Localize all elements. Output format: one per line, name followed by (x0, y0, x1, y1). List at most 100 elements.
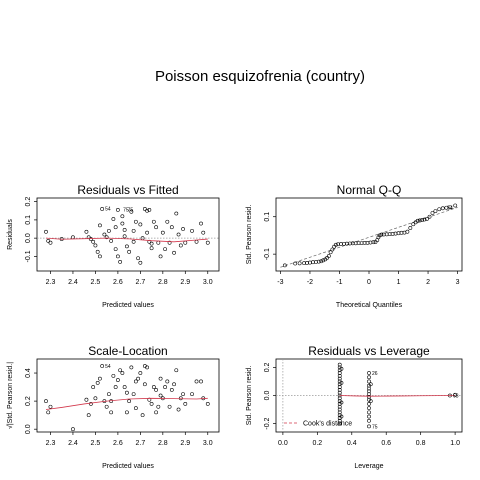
y-tick-label: 0.0 (25, 424, 32, 434)
data-point (95, 380, 100, 385)
data-point (151, 219, 156, 224)
y-axis-label: √|Std. Pearson resid.| (6, 362, 14, 429)
data-point (172, 382, 176, 387)
data-point (328, 250, 333, 255)
data-point (422, 217, 427, 222)
x-tick-label: 1.0 (450, 440, 460, 447)
data-point (127, 249, 132, 254)
x-tick-label: 2.6 (113, 279, 123, 286)
data-point (337, 390, 342, 395)
data-point (156, 240, 161, 245)
data-point (138, 371, 143, 375)
data-point (100, 207, 105, 211)
plot-frame (275, 197, 463, 272)
data-point (367, 406, 371, 411)
data-point (89, 237, 93, 241)
data-point (371, 240, 376, 245)
x-tick-label: 2.7 (135, 440, 145, 447)
data-point (46, 410, 51, 415)
data-point (420, 218, 425, 222)
data-point (337, 385, 342, 389)
x-tick-label: 2.8 (158, 440, 168, 447)
panel-4: Residuals vs Leverage 0.0 0.2 0.4 0.6 0.8 1.0 -… (246, 344, 463, 470)
plot-frame (36, 358, 220, 433)
data-point (367, 414, 371, 419)
data-point (158, 393, 163, 398)
data-point (133, 406, 138, 411)
data-point (367, 389, 371, 394)
data-point (332, 244, 337, 249)
data-point (102, 232, 107, 237)
data-point (44, 399, 48, 404)
data-point (98, 223, 102, 228)
x-tick-label: 0.0 (278, 440, 288, 447)
data-point (100, 364, 105, 368)
x-axis-label: Theoretical Quantiles (336, 302, 403, 309)
data-point (205, 402, 210, 406)
data-point (124, 390, 129, 395)
data-point (111, 373, 116, 378)
data-point (368, 399, 373, 404)
data-point (367, 392, 371, 396)
data-point (107, 228, 111, 233)
x-tick-label: 2 (426, 279, 430, 286)
data-point (433, 209, 438, 214)
data-point (142, 382, 147, 387)
data-point (430, 211, 435, 215)
plot-frame (36, 197, 220, 272)
data-point (124, 410, 129, 415)
y-tick-label: 0.2 (25, 197, 32, 207)
data-point (109, 238, 114, 243)
data-point (127, 399, 132, 404)
y-tick-label: 0.4 (25, 368, 32, 378)
data-point (71, 235, 75, 240)
data-point (145, 365, 149, 370)
x-tick-label: 2.9 (180, 279, 190, 286)
data-point (91, 385, 96, 389)
data-point (174, 211, 179, 216)
x-axis-label: Predicted values (102, 302, 154, 309)
data-point (104, 404, 109, 409)
data-point (337, 376, 342, 381)
data-point (104, 235, 109, 240)
y-tick-label: 0.1 (25, 215, 32, 225)
data-point (205, 240, 210, 245)
y-axis-label: Std. Pearson resid. (246, 366, 253, 426)
x-tick-label: 3.0 (203, 440, 213, 447)
data-point (183, 240, 188, 245)
data-point (71, 427, 75, 432)
point-annotation: 26 (372, 371, 378, 377)
data-point (48, 240, 53, 245)
data-point (136, 376, 141, 381)
data-point (194, 239, 199, 244)
data-point (98, 254, 102, 259)
data-point (120, 221, 125, 226)
x-tick-label: 3.0 (203, 279, 213, 286)
data-point (337, 373, 342, 378)
data-point (337, 418, 342, 423)
x-tick-label: 2.4 (68, 440, 78, 447)
data-point (136, 256, 141, 261)
data-point (154, 225, 158, 230)
data-point (149, 246, 154, 251)
data-point (339, 380, 344, 385)
data-point (373, 240, 378, 244)
data-point (113, 247, 118, 252)
x-axis-label: Predicted values (102, 463, 154, 470)
x-tick-label: -3 (277, 279, 283, 286)
data-point (417, 218, 422, 223)
data-point (453, 203, 458, 208)
data-point (44, 229, 48, 234)
data-point (156, 404, 161, 409)
data-point (89, 402, 93, 406)
data-point (151, 385, 156, 389)
data-point (427, 214, 432, 219)
data-point (118, 259, 123, 264)
data-point (377, 233, 382, 238)
x-tick-label: 2.3 (46, 440, 56, 447)
data-point (138, 260, 143, 265)
x-tick-label: 3 (456, 279, 460, 286)
data-point (154, 387, 158, 392)
data-point (367, 371, 371, 375)
data-point (339, 414, 344, 419)
